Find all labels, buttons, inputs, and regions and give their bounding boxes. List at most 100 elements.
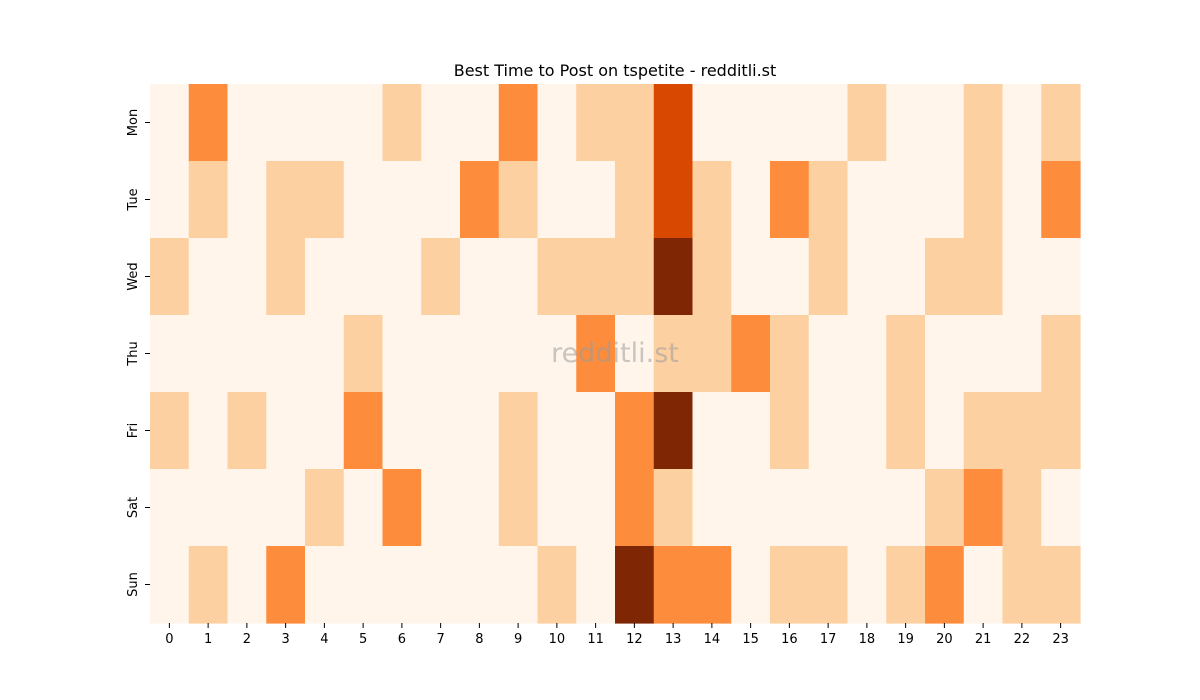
heatmap-cell-thu-15: [731, 315, 771, 393]
x-tick-label: 8: [475, 632, 483, 647]
heatmap-cell-fri-3: [266, 392, 306, 470]
heatmap-cell-wed-15: [731, 238, 771, 316]
heatmap-cell-tue-18: [847, 161, 887, 239]
heatmap-cell-fri-5: [343, 392, 384, 470]
heatmap-cell-sat-10: [537, 469, 577, 547]
x-tick-label: 9: [514, 632, 522, 647]
x-tick-label: 2: [243, 632, 251, 647]
x-tick-label: 17: [820, 632, 837, 647]
heatmap-cell-mon-22: [1002, 84, 1042, 162]
heatmap-cell-sat-2: [227, 469, 267, 547]
heatmap-cell-tue-1: [188, 161, 229, 239]
heatmap-cell-wed-8: [460, 238, 500, 316]
heatmap-cell-sun-17: [808, 546, 849, 624]
heatmap-cell-sat-12: [615, 469, 655, 547]
heatmap-cell-thu-11: [576, 315, 616, 393]
heatmap-cell-wed-2: [227, 238, 267, 316]
heatmap-cell-wed-14: [692, 238, 732, 316]
heatmap-cell-tue-15: [731, 161, 771, 239]
heatmap-cell-fri-7: [421, 392, 461, 470]
heatmap-cell-wed-0: [150, 238, 190, 316]
heatmap-cell-mon-18: [847, 84, 887, 162]
heatmap-cell-sun-20: [925, 546, 965, 624]
heatmap-cell-fri-2: [227, 392, 267, 470]
heatmap-cell-sat-16: [770, 469, 810, 547]
heatmap-cell-fri-0: [150, 392, 190, 470]
heatmap-cell-sat-19: [886, 469, 926, 547]
heatmap-cell-sun-2: [227, 546, 267, 624]
heatmap-cell-tue-4: [305, 161, 345, 239]
heatmap-cell-tue-0: [150, 161, 190, 239]
heatmap-cell-fri-16: [770, 392, 810, 470]
heatmap-cell-mon-15: [731, 84, 771, 162]
heatmap-cell-thu-14: [692, 315, 732, 393]
heatmap-cell-sun-6: [382, 546, 422, 624]
heatmap-cell-thu-4: [305, 315, 345, 393]
x-tick-label: 23: [1052, 632, 1069, 647]
heatmap-cell-tue-6: [382, 161, 422, 239]
heatmap-cell-mon-23: [1041, 84, 1081, 162]
x-tick-label: 6: [398, 632, 406, 647]
heatmap-cell-sun-15: [731, 546, 771, 624]
y-tick-label: Tue: [126, 188, 141, 211]
heatmap-cell-sun-23: [1041, 546, 1081, 624]
x-axis: 0 1 2 3 4 5 6 7 8 9 10 11 12 13 14 15 16 17 18 19 20 21 22 23: [165, 623, 1069, 647]
heatmap-cell-thu-6: [382, 315, 422, 393]
heatmap-cell-fri-15: [731, 392, 771, 470]
heatmap-cell-sat-3: [266, 469, 306, 547]
heatmap-cell-mon-0: [150, 84, 190, 162]
heatmap-cell-thu-2: [227, 315, 267, 393]
heatmap-cell-wed-1: [188, 238, 229, 316]
heatmap-cell-thu-12: [615, 315, 655, 393]
heatmap-cell-mon-8: [460, 84, 500, 162]
heatmap-cell-fri-10: [537, 392, 577, 470]
heatmap-cell-mon-3: [266, 84, 306, 162]
y-tick-label: Sun: [126, 572, 141, 597]
heatmap-cell-wed-3: [266, 238, 306, 316]
heatmap-cell-fri-8: [460, 392, 500, 470]
heatmap-cell-mon-10: [537, 84, 577, 162]
heatmap-cell-sat-1: [188, 469, 229, 547]
heatmap-cell-sun-1: [188, 546, 229, 624]
heatmap-cell-tue-3: [266, 161, 306, 239]
heatmap-cell-sat-15: [731, 469, 771, 547]
heatmap-cell-wed-11: [576, 238, 616, 316]
heatmap-cell-tue-20: [925, 161, 965, 239]
heatmap-cell-sun-13: [653, 546, 694, 624]
heatmap-cell-mon-13: [653, 84, 694, 162]
heatmap-cell-mon-4: [305, 84, 345, 162]
heatmap-cell-mon-17: [808, 84, 849, 162]
heatmap-cell-fri-23: [1041, 392, 1081, 470]
heatmap-cell-tue-12: [615, 161, 655, 239]
heatmap-cell-sat-7: [421, 469, 461, 547]
heatmap-cell-sun-5: [343, 546, 384, 624]
heatmap-cell-sat-6: [382, 469, 422, 547]
heatmap-cell-thu-20: [925, 315, 965, 393]
heatmap-cell-wed-17: [808, 238, 849, 316]
heatmap-cell-sat-17: [808, 469, 849, 547]
heatmap-cell-thu-3: [266, 315, 306, 393]
heatmap-cell-wed-16: [770, 238, 810, 316]
heatmap-cell-thu-19: [886, 315, 926, 393]
heatmap-cell-tue-22: [1002, 161, 1042, 239]
heatmap-cell-sun-8: [460, 546, 500, 624]
heatmap-cell-thu-17: [808, 315, 849, 393]
heatmap-cell-sun-14: [692, 546, 732, 624]
heatmap-cell-fri-17: [808, 392, 849, 470]
heatmap-cell-sat-9: [498, 469, 539, 547]
heatmap-cell-tue-17: [808, 161, 849, 239]
heatmap-cell-mon-21: [963, 84, 1004, 162]
heatmap-cell-wed-19: [886, 238, 926, 316]
heatmap-cell-sun-7: [421, 546, 461, 624]
heatmap-cell-mon-7: [421, 84, 461, 162]
x-tick-label: 5: [359, 632, 367, 647]
y-tick-label: Fri: [126, 423, 141, 439]
heatmap-cell-mon-16: [770, 84, 810, 162]
heatmap-cell-fri-12: [615, 392, 655, 470]
heatmap-cell-mon-19: [886, 84, 926, 162]
x-tick-label: 22: [1014, 632, 1031, 647]
heatmap-cell-thu-22: [1002, 315, 1042, 393]
x-tick-label: 18: [859, 632, 876, 647]
heatmap-cell-tue-9: [498, 161, 539, 239]
